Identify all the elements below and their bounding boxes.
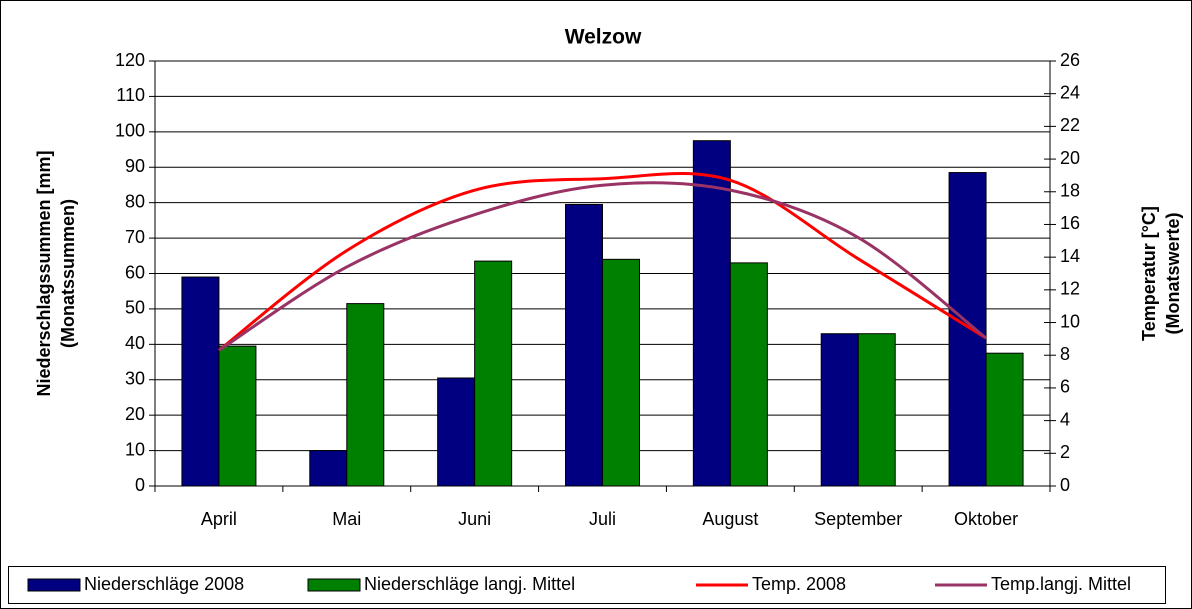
- y2-tick-label: 20: [1060, 148, 1080, 168]
- y2-axis-label: Temperatur [°C]: [1139, 206, 1159, 341]
- y2-tick-label: 6: [1060, 377, 1070, 397]
- bar: [474, 260, 513, 487]
- x-tick-label: August: [702, 509, 758, 529]
- bar: [346, 303, 385, 487]
- y2-tick-label: 8: [1060, 344, 1070, 364]
- x-tick-label: Juli: [589, 509, 616, 529]
- x-tick-label: Juni: [458, 509, 491, 529]
- y2-tick-label: 26: [1060, 50, 1080, 70]
- y-axis-label: (Monatssummen): [58, 199, 78, 348]
- chart-title: Welzow: [565, 26, 642, 49]
- legend-label: Niederschläge 2008: [84, 574, 244, 594]
- y-tick-label: 120: [115, 50, 145, 70]
- bar: [948, 172, 987, 487]
- line: [218, 181, 987, 352]
- y-tick-label: 0: [135, 475, 145, 495]
- y2-tick-label: 4: [1060, 409, 1070, 429]
- y-tick-label: 60: [125, 262, 145, 282]
- bar: [985, 352, 1024, 487]
- y-tick-label: 20: [125, 404, 145, 424]
- y2-axis-label: (Monatswerte): [1163, 212, 1183, 334]
- y2-tick-label: 18: [1060, 181, 1080, 201]
- bar: [692, 140, 731, 487]
- y2-tick-label: 14: [1060, 246, 1080, 266]
- y2-tick-label: 2: [1060, 442, 1070, 462]
- bar: [820, 333, 859, 487]
- bar: [857, 333, 896, 487]
- y2-tick-label: 24: [1060, 82, 1080, 102]
- legend-label: Temp.langj. Mittel: [991, 574, 1131, 594]
- y2-tick-label: 10: [1060, 311, 1080, 331]
- y2-tick-label: 0: [1060, 475, 1070, 495]
- legend-label: Niederschläge langj. Mittel: [364, 574, 575, 594]
- y-tick-label: 100: [115, 121, 145, 141]
- y-tick-label: 10: [125, 439, 145, 459]
- bar: [181, 276, 220, 487]
- x-tick-label: Mai: [332, 509, 361, 529]
- y2-tick-label: 22: [1060, 115, 1080, 135]
- legend-swatch: [307, 578, 361, 592]
- bar: [437, 377, 476, 487]
- bar: [602, 258, 640, 487]
- x-tick-label: Oktober: [954, 509, 1018, 529]
- bar: [309, 450, 348, 487]
- y-tick-label: 50: [125, 298, 145, 318]
- y-tick-label: 90: [125, 156, 145, 176]
- y-tick-label: 40: [125, 333, 145, 353]
- y2-tick-label: 16: [1060, 213, 1080, 233]
- legend-label: Temp. 2008: [752, 574, 846, 594]
- y-tick-label: 110: [116, 85, 145, 105]
- bar: [729, 262, 768, 487]
- y-axis-label: Niederschlagssummen [mm]: [34, 150, 54, 396]
- legend-swatch: [27, 578, 81, 592]
- bar: [218, 345, 257, 487]
- y-tick-label: 70: [125, 227, 145, 247]
- y2-tick-label: 12: [1060, 279, 1080, 299]
- x-tick-label: April: [201, 509, 237, 529]
- bar: [565, 203, 603, 487]
- y-tick-label: 80: [125, 191, 145, 211]
- y-tick-label: 30: [125, 369, 145, 389]
- line: [218, 172, 987, 352]
- x-tick-label: September: [814, 509, 902, 529]
